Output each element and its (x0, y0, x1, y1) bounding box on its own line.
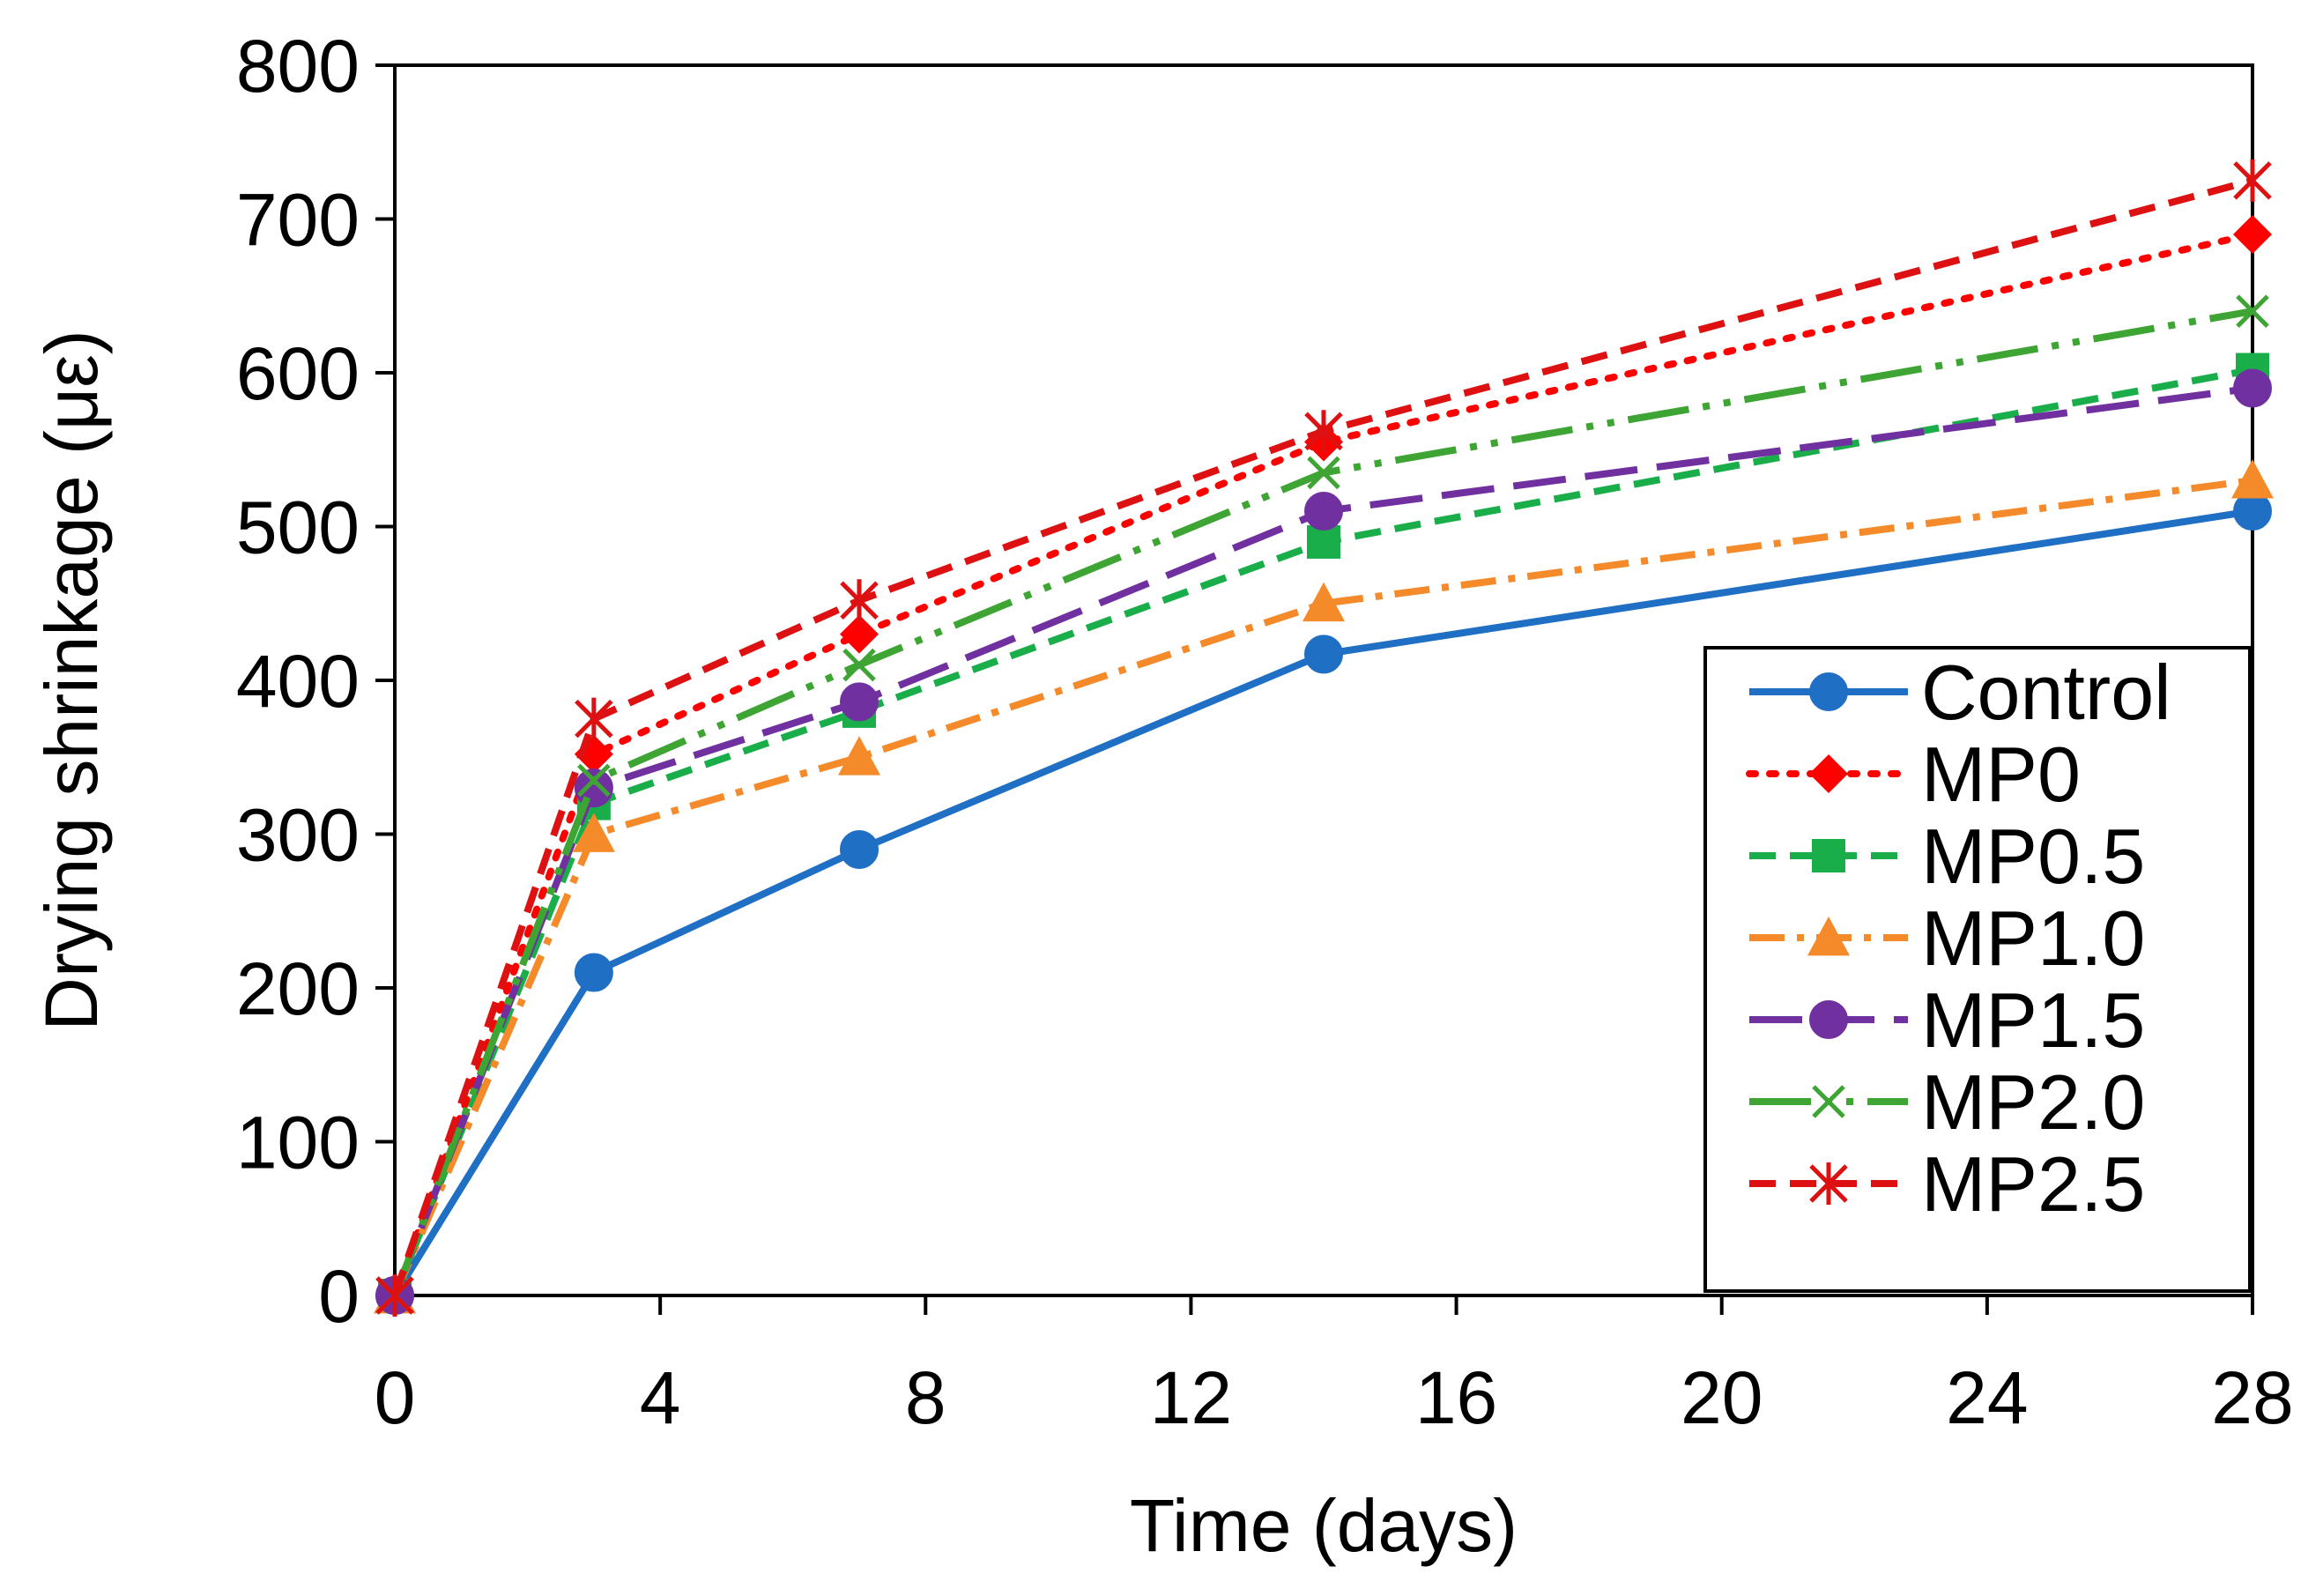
x-axis-title: Time (days) (1130, 1484, 1518, 1567)
x-tick-label: 8 (905, 1356, 946, 1439)
axis-ticks: 0 4 8 12 16 20 24 28 0 100 200 300 400 500 600 700 800 (236, 25, 2294, 1439)
legend-item-mp2-0: MP2.0 (1749, 1058, 2145, 1146)
data-point-mp1-5 (840, 682, 879, 722)
y-tick-label: 700 (236, 179, 360, 262)
legend-label-control: Control (1921, 649, 2171, 736)
y-tick-label: 0 (318, 1255, 360, 1338)
series-layer (374, 159, 2274, 1317)
legend-item-mp2-5: MP2.5 (1749, 1140, 2145, 1228)
data-point-mp2-0 (842, 648, 876, 682)
data-point-mp1-5 (2233, 368, 2272, 408)
data-point-mp1-0 (2231, 459, 2274, 499)
legend-item-mp0-5: MP0.5 (1749, 813, 2145, 900)
data-point-mp2-5 (840, 579, 879, 622)
data-point-mp0 (2233, 214, 2272, 254)
y-tick-label: 600 (236, 332, 360, 415)
legend-label-mp0-5: MP0.5 (1921, 813, 2145, 900)
data-point-mp1-0 (572, 813, 615, 852)
data-point-mp2-5 (2233, 159, 2272, 202)
x-tick-label: 20 (1681, 1356, 1763, 1439)
data-point-control (840, 829, 879, 869)
y-tick-label: 800 (236, 25, 360, 108)
x-tick-label: 28 (2211, 1356, 2293, 1439)
data-point-mp1-5 (574, 768, 613, 808)
y-tick-label: 300 (236, 794, 360, 877)
data-point-control (1304, 635, 1343, 674)
data-point-mp1-0 (838, 736, 880, 776)
data-point-mp2-0 (2236, 294, 2269, 328)
legend-marker-control (1809, 672, 1848, 711)
y-tick-label: 500 (236, 486, 360, 569)
data-point-mp2-5 (575, 697, 613, 740)
legend-marker-mp1-5 (1809, 1000, 1848, 1039)
legend-label-mp0: MP0 (1921, 731, 2081, 818)
x-tick-label: 16 (1415, 1356, 1497, 1439)
legend-item-control: Control (1749, 649, 2171, 736)
data-point-mp2-5 (1304, 410, 1343, 453)
legend-marker-mp2-0 (1812, 1085, 1845, 1118)
legend-label-mp2-5: MP2.5 (1921, 1140, 2145, 1228)
series-line-mp1-0 (391, 477, 2253, 1297)
legend-item-mp0: MP0 (1746, 731, 2081, 818)
legend-label-mp2-0: MP2.0 (1921, 1058, 2145, 1146)
x-tick-label: 12 (1150, 1356, 1232, 1439)
legend-marker-mp2-5 (1809, 1162, 1848, 1205)
series-mp2-5 (375, 159, 2272, 1317)
legend-marker-mp1-0 (1807, 917, 1850, 956)
data-point-mp2-0 (577, 763, 611, 798)
y-tick-label: 200 (236, 947, 360, 1030)
data-point-mp0 (840, 614, 879, 654)
data-point-mp1-5 (1304, 492, 1343, 531)
x-tick-label: 4 (640, 1356, 681, 1439)
legend-label-mp1-5: MP1.5 (1921, 976, 2145, 1064)
x-tick-label: 24 (1946, 1356, 2028, 1439)
y-axis-title: Drying shrinkage (με) (30, 330, 113, 1030)
data-point-mp1-0 (1303, 582, 1345, 622)
legend-marker-mp0 (1809, 754, 1848, 793)
series-line-mp0 (391, 230, 2256, 1299)
y-tick-label: 100 (236, 1102, 360, 1184)
data-point-mp0-5 (1307, 524, 1340, 559)
data-point-mp2-0 (1307, 456, 1340, 490)
legend-item-mp1-0: MP1.0 (1749, 895, 2145, 982)
y-tick-label: 400 (236, 640, 360, 723)
legend-marker-mp0-5 (1812, 839, 1845, 872)
x-tick-label: 0 (375, 1356, 416, 1439)
legend-label-mp1-0: MP1.0 (1921, 895, 2145, 982)
legend-item-mp1-5: MP1.5 (1749, 976, 2145, 1064)
data-point-mp2-5 (375, 1274, 414, 1317)
data-point-control (574, 953, 613, 992)
